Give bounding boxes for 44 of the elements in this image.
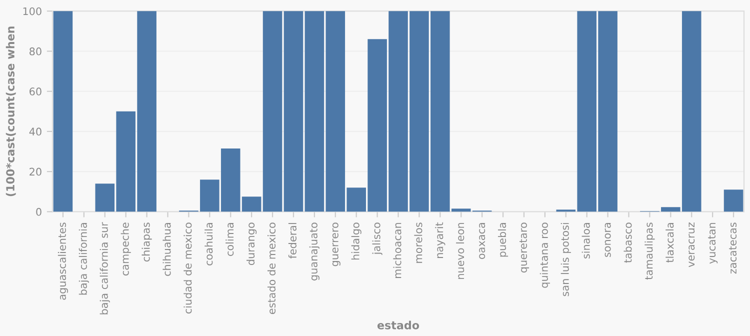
x-tick-label: tlaxcala <box>666 223 674 263</box>
x-tick-label: guerrero <box>332 222 340 266</box>
x-tick-label: sonora <box>604 223 611 257</box>
x-tick-label: baja california <box>78 223 89 295</box>
x-tick-label: aguascalientes <box>58 222 68 300</box>
x-tick-label: oaxaca <box>479 223 486 259</box>
y-tick-label: 20 <box>30 168 42 176</box>
y-tick-label: 100 <box>23 7 42 16</box>
x-tick-label: veracruz <box>688 222 695 268</box>
x-tick-label: federal <box>288 223 296 259</box>
x-tick-label: tabasco <box>624 222 632 263</box>
x-tick-label: sinaloa <box>582 223 590 258</box>
x-tick-label: durango <box>246 222 257 265</box>
x-tick-label: chihuahua <box>162 223 171 276</box>
x-tick-label: morelos <box>414 222 422 263</box>
x-tick-label: yucatan <box>708 222 718 264</box>
x-tick-label: colima <box>226 223 234 256</box>
x-tick-label: zacatecas <box>729 222 737 274</box>
x-tick-label: campeche <box>120 222 131 276</box>
x-tick-label: tamaulipas <box>644 222 655 280</box>
x-tick-label: coahuila <box>204 223 213 266</box>
x-tick-label: michoacan <box>393 222 402 278</box>
y-tick-label: 80 <box>30 47 42 56</box>
x-tick-label: hidalgo <box>351 222 362 260</box>
bar <box>262 11 282 212</box>
x-tick-label: puebla <box>498 223 508 257</box>
y-tick-label: 40 <box>29 128 42 136</box>
x-tick-label: baja california sur <box>100 222 110 314</box>
x-tick-label: san luis potosi <box>560 223 571 296</box>
x-tick-label: queretaro <box>520 222 530 272</box>
y-tick-label: 0 <box>36 208 42 216</box>
x-tick-label: ciudad de mexico <box>184 222 192 314</box>
x-tick-label: chiapas <box>142 222 152 262</box>
x-tick-label: nayarit <box>435 222 446 258</box>
x-tick-label: jalisco <box>372 222 382 255</box>
y-axis-title: (100*cast(count(case when <box>6 26 16 196</box>
y-tick-label: 60 <box>30 88 42 96</box>
bar <box>284 11 304 212</box>
bar <box>724 190 744 212</box>
x-tick-label: estado de mexico <box>267 222 276 314</box>
x-tick-label: guanajuato <box>309 222 320 280</box>
x-tick-label: quintana roo <box>540 222 550 288</box>
x-axis-title: estado <box>377 320 420 330</box>
x-tick-label: nuevo leon <box>456 222 464 279</box>
